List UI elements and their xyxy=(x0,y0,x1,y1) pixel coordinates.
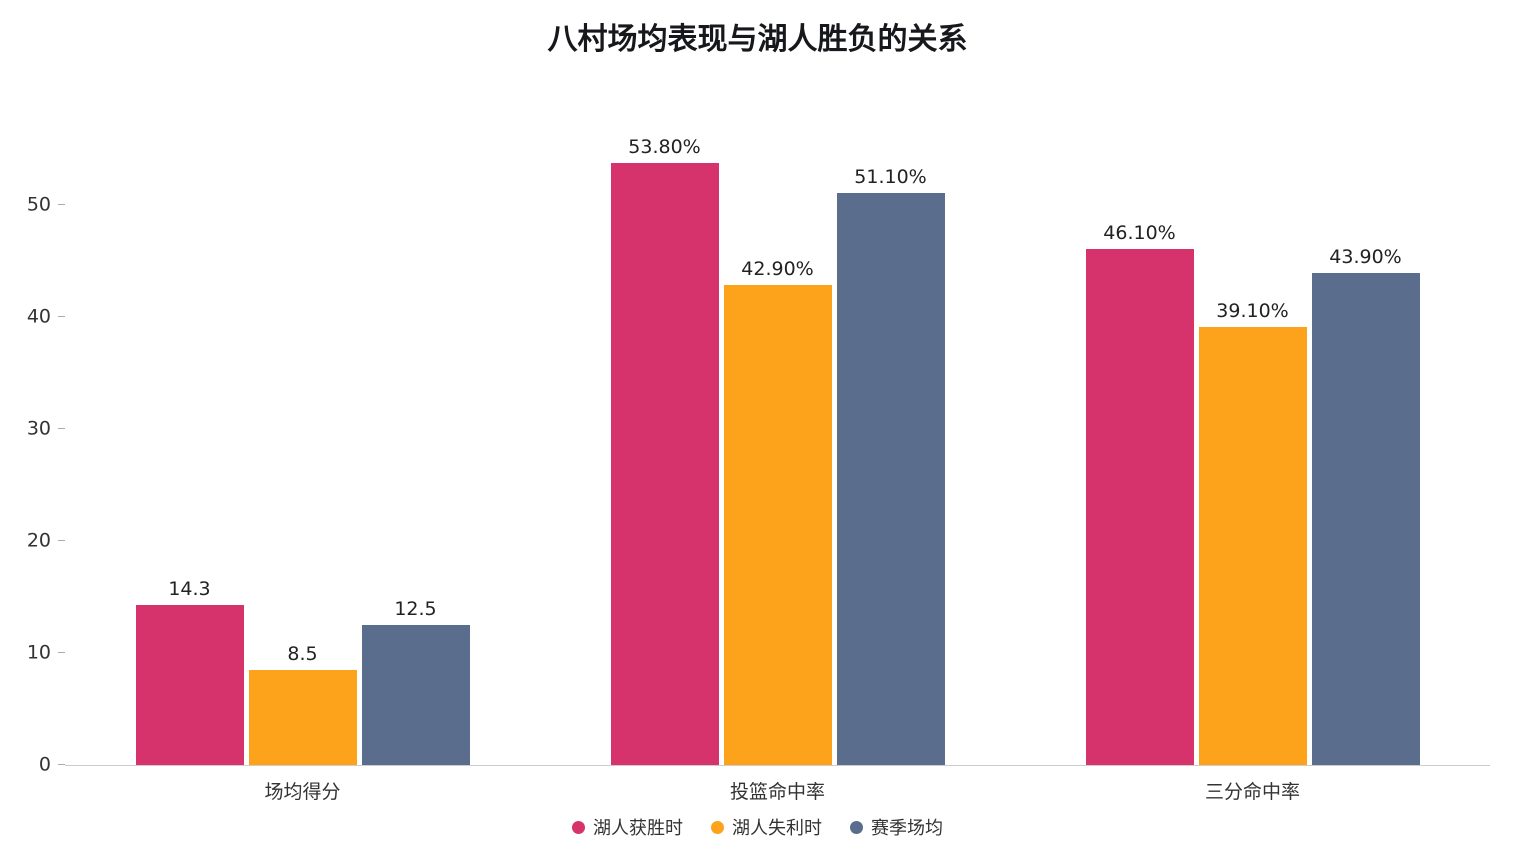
y-axis-tick-label: 20 xyxy=(26,529,51,552)
bar-column: 51.10% xyxy=(836,138,945,765)
legend-label: 赛季场均 xyxy=(871,818,943,839)
bar-column: 53.80% xyxy=(610,136,719,765)
bar-value-label: 39.10% xyxy=(1216,300,1289,323)
y-axis-tick-label: 30 xyxy=(26,417,51,440)
bar-湖人获胜时-投篮命中率[interactable] xyxy=(610,163,719,765)
legend-item-湖人失利时[interactable]: 湖人失利时 xyxy=(711,814,822,840)
y-axis-tick-label: 40 xyxy=(26,305,51,328)
bar-湖人失利时-投篮命中率[interactable] xyxy=(723,284,832,765)
bar-湖人失利时-场均得分[interactable] xyxy=(248,669,357,765)
bar-column: 12.5 xyxy=(361,138,470,765)
legend-dot-icon xyxy=(572,820,585,834)
legend: 湖人获胜时 湖人失利时 赛季场均 xyxy=(0,814,1515,840)
bar-赛季场均-投篮命中率[interactable] xyxy=(836,192,945,765)
bar-column: 39.10% xyxy=(1198,138,1307,765)
bar-value-label: 42.90% xyxy=(741,257,814,280)
bar-group: 46.10% 39.10% 43.90% 三分命中率 xyxy=(1085,138,1420,803)
bar-column: 46.10% xyxy=(1085,138,1194,765)
chart-title: 八村场均表现与湖人胜负的关系 xyxy=(547,22,968,57)
bar-value-label: 8.5 xyxy=(287,642,318,665)
bar-湖人获胜时-三分命中率[interactable] xyxy=(1085,248,1194,765)
x-axis-category-label: 三分命中率 xyxy=(1204,781,1300,803)
y-axis-tick-mark xyxy=(58,316,65,318)
y-axis-tick-label: 50 xyxy=(26,193,51,216)
bar-column: 8.5 xyxy=(248,138,357,765)
y-axis-tick-mark xyxy=(58,764,65,765)
bar-column: 42.90% xyxy=(723,138,832,765)
x-axis-category-label: 场均得分 xyxy=(264,781,341,803)
y-axis-tick-mark xyxy=(58,540,65,542)
bar-赛季场均-场均得分[interactable] xyxy=(361,625,470,765)
bar-value-label: 51.10% xyxy=(854,165,927,188)
y-axis-tick-label: 10 xyxy=(26,641,51,664)
y-axis-tick-label: 0 xyxy=(38,753,51,776)
bar-value-label: 46.10% xyxy=(1103,221,1176,244)
legend-label: 湖人失利时 xyxy=(732,818,822,839)
plot-area: 0 10 20 30 40 50 14.3 8.5 12.5 场均得分 53.80% 42.90% 51… xyxy=(27,136,1490,803)
y-axis-tick-mark xyxy=(58,428,65,430)
bar-赛季场均-三分命中率[interactable] xyxy=(1311,273,1420,765)
bar-湖人获胜时-场均得分[interactable] xyxy=(135,604,244,765)
legend-dot-icon xyxy=(850,820,863,834)
bar-group: 14.3 8.5 12.5 场均得分 xyxy=(135,138,470,803)
bar-湖人失利时-三分命中率[interactable] xyxy=(1198,327,1307,765)
legend-item-湖人获胜时[interactable]: 湖人获胜时 xyxy=(572,814,683,840)
legend-item-赛季场均[interactable]: 赛季场均 xyxy=(850,814,943,840)
legend-label: 湖人获胜时 xyxy=(593,818,683,839)
y-axis-tick-mark xyxy=(58,204,65,206)
x-axis-category-label: 投篮命中率 xyxy=(729,781,825,803)
legend-dot-icon xyxy=(711,820,724,834)
bar-value-label: 14.3 xyxy=(168,577,211,600)
y-axis-tick-mark xyxy=(58,652,65,654)
bar-value-label: 12.5 xyxy=(394,598,437,621)
bar-value-label: 43.90% xyxy=(1329,246,1402,269)
bar-group: 53.80% 42.90% 51.10% 投篮命中率 xyxy=(610,136,945,803)
bar-value-label: 53.80% xyxy=(628,136,701,158)
bar-column: 14.3 xyxy=(135,138,244,765)
bar-column: 43.90% xyxy=(1311,138,1420,765)
